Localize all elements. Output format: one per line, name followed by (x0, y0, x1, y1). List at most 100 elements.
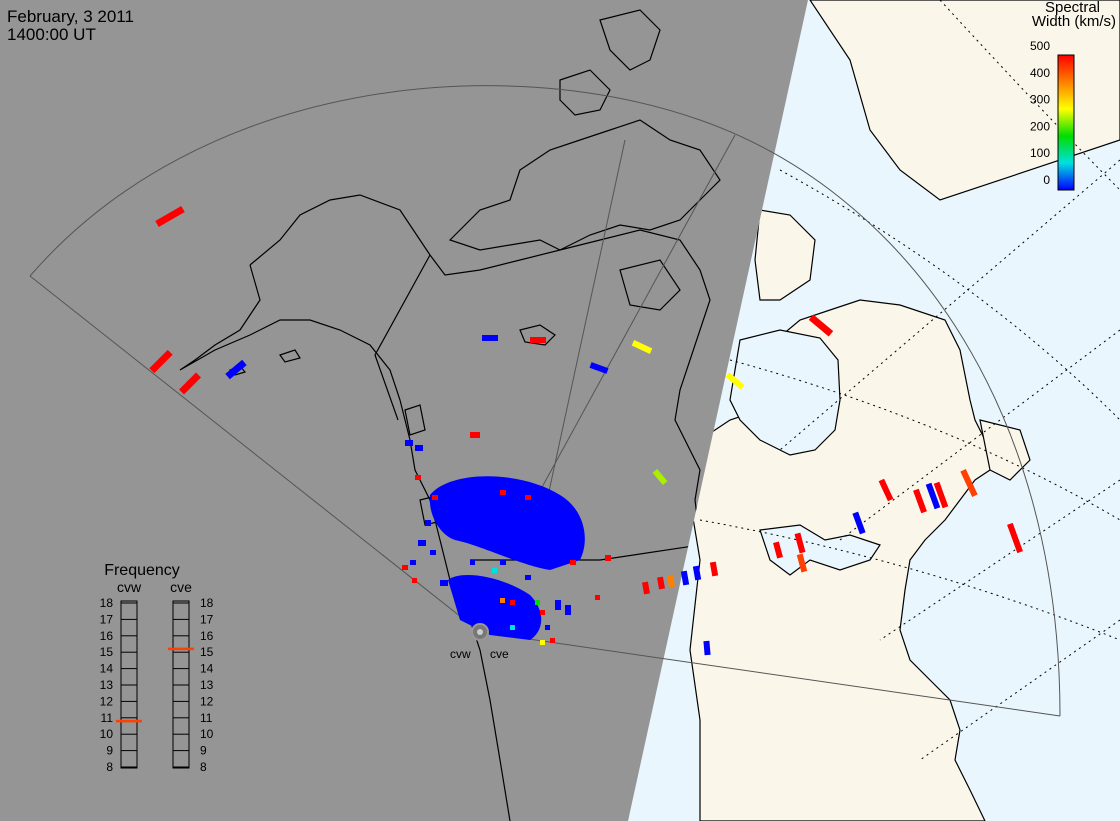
fov-west-edge (29, 275, 481, 633)
date-label: February, 3 2011 (7, 7, 134, 26)
scatter-cell (794, 532, 806, 554)
scatter-cell (1007, 522, 1023, 554)
radar-scatter (149, 205, 1023, 656)
time-label: 1400:00 UT (7, 25, 96, 44)
geo-grid (699, 0, 1120, 761)
scatter-blob-main (429, 476, 585, 570)
station-marker (471, 623, 489, 641)
scatter-cell (525, 575, 531, 580)
fov-east-edge (479, 631, 1061, 717)
scatter-cell (642, 581, 650, 595)
frequency-tick-left: 15 (100, 645, 114, 659)
colorbar-scale (1057, 54, 1075, 191)
scatter-cell (933, 481, 949, 509)
colorbar-title-line2: Width (km/s) (1031, 13, 1116, 30)
scatter-cell (540, 610, 545, 615)
scatter-cell (680, 570, 690, 586)
frequency-tick-right: 8 (200, 760, 207, 774)
fov-cvw-beam (534, 134, 736, 501)
frequency-tick-right: 17 (200, 612, 214, 626)
frequency-tick-right: 18 (200, 596, 214, 610)
fov-outer-arc (29, 85, 1061, 717)
station-label-cvw: cvw (450, 647, 471, 661)
frequency-label-cvw: cvw (117, 579, 142, 595)
frequency-tick-right: 13 (200, 678, 214, 692)
frequency-tick-right: 16 (200, 629, 214, 643)
frequency-tick-left: 17 (100, 612, 114, 626)
colorbar-tick-label: 400 (1030, 66, 1050, 80)
frequency-tick-left: 16 (100, 629, 114, 643)
scatter-cell (405, 440, 413, 446)
frequency-tick-left: 13 (100, 678, 114, 692)
scatter-cell (500, 598, 505, 603)
frequency-tick-left: 11 (101, 711, 114, 725)
scatter-cell (510, 625, 515, 630)
scatter-cell (412, 578, 417, 583)
scatter-cell (550, 638, 555, 643)
frequency-tick-right: 12 (200, 694, 214, 708)
scatter-cell (960, 469, 978, 497)
scatter-cell (657, 576, 665, 590)
scatter-cell (520, 610, 525, 615)
scatter-cell (692, 565, 702, 581)
scatter-cell (470, 560, 475, 565)
scatter-cell (631, 340, 653, 354)
scatter-cell (470, 432, 480, 438)
frequency-tick-right: 9 (200, 744, 207, 758)
frequency-tick-left: 9 (106, 744, 113, 758)
frequency-title: Frequency (104, 562, 180, 579)
scatter-cell (709, 561, 719, 577)
radar-fov (29, 85, 1061, 717)
scatter-cell (530, 337, 546, 343)
scatter-cell (570, 560, 576, 565)
spectral-width-colorbar: 500 400 300 200 100 0 (1030, 39, 1075, 191)
scatter-cell (796, 553, 808, 573)
scatter-cell (418, 540, 426, 546)
scatter-cell (878, 478, 894, 502)
scatter-cell (149, 349, 173, 374)
colorbar-tick-label: 200 (1030, 119, 1050, 133)
frequency-tick-right: 10 (200, 727, 214, 741)
scatter-cell (725, 372, 745, 390)
colorbar-tick-label: 500 (1030, 39, 1050, 53)
station-label-cve: cve (490, 647, 509, 661)
colorbar-tick-label: 300 (1030, 93, 1050, 107)
scatter-cell (425, 520, 431, 526)
frequency-tick-left: 10 (100, 727, 114, 741)
scatter-cell (415, 445, 423, 451)
frequency-tick-left: 14 (100, 662, 114, 676)
scatter-cell (565, 605, 571, 615)
scatter-cell (430, 550, 436, 555)
frequency-tick-right: 11 (200, 711, 213, 725)
scatter-cell (545, 625, 550, 630)
frequency-label-cve: cve (170, 579, 192, 595)
scatter-cell (595, 595, 600, 600)
fov-cve-beam (544, 139, 626, 511)
scatter-cell (667, 574, 675, 588)
scatter-cell (402, 565, 408, 570)
frequency-tick-left: 18 (100, 596, 114, 610)
scatter-cell (540, 640, 545, 645)
scatter-cell (432, 495, 438, 500)
scatter-cell (415, 475, 421, 480)
scatter-cell (925, 482, 941, 510)
frequency-tick-right: 14 (200, 662, 214, 676)
colorbar-tick-label: 0 (1043, 173, 1050, 187)
colorbar-title-line1: Spectral (1044, 0, 1100, 16)
scatter-cell (492, 568, 497, 573)
scatter-cell (500, 560, 506, 565)
scatter-cell (225, 359, 247, 380)
scatter-cell (852, 511, 866, 535)
colorbar-tick-label: 100 (1030, 146, 1050, 160)
scatter-cell (703, 640, 711, 656)
scatter-cell (652, 468, 668, 486)
scatter-cell (808, 314, 834, 337)
scatter-blob-near (448, 575, 542, 640)
frequency-panel: Frequency cvw cve 18 18 17 17 16 16 15 15 14 14 13… (100, 562, 214, 774)
frequency-tick-left: 8 (106, 760, 113, 774)
frequency-tick-right: 15 (200, 645, 214, 659)
scatter-cell (773, 541, 783, 559)
scatter-cell (179, 372, 201, 395)
